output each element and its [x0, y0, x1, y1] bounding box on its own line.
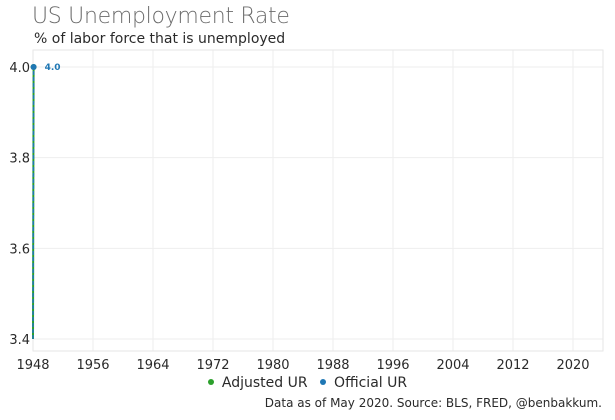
legend-swatch-adjusted	[207, 379, 214, 385]
axes	[32, 49, 604, 352]
x-tick-label: 2020	[556, 358, 589, 373]
chart-title: US Unemployment Rate	[32, 4, 290, 29]
x-tick-label: 2004	[436, 358, 469, 373]
series-end-point-official	[30, 64, 37, 70]
y-tick-label: 3.4	[9, 333, 30, 348]
x-tick-label: 1972	[196, 358, 229, 373]
legend-label-official: Official UR	[334, 375, 408, 391]
y-tick-label: 3.6	[9, 242, 30, 257]
x-tick-label: 1988	[316, 358, 349, 373]
legend-item-adjusted[interactable]: Adjusted UR	[207, 375, 308, 391]
y-tick-label: 4.0	[9, 61, 30, 76]
x-tick-label: 2012	[496, 358, 529, 373]
legend-item-official[interactable]: Official UR	[320, 375, 407, 391]
x-tick-label: 1956	[76, 358, 109, 373]
x-tick-label: 1996	[376, 358, 409, 373]
data-label: 4.0	[45, 63, 61, 73]
chart-subtitle: % of labor force that is unemployed	[34, 31, 286, 47]
series-lines	[30, 64, 37, 340]
legend-label-adjusted: Adjusted UR	[221, 375, 308, 391]
tick-labels: 3.4 3.6 3.8 4.0 1948 1956 1964 1972 1980 1988 1996…	[9, 61, 589, 373]
x-tick-label: 1980	[256, 358, 289, 373]
legend: Adjusted UR Official UR	[0, 375, 615, 391]
grid-lines	[32, 50, 603, 351]
legend-swatch-official	[320, 379, 327, 385]
source-note: Data as of May 2020. Source: BLS, FRED, …	[264, 396, 602, 410]
series-line-official	[32, 66, 35, 340]
x-tick-label: 1964	[136, 358, 169, 373]
x-tick-label: 1948	[16, 358, 49, 373]
y-tick-label: 3.8	[9, 152, 30, 167]
plot-area	[32, 49, 604, 352]
